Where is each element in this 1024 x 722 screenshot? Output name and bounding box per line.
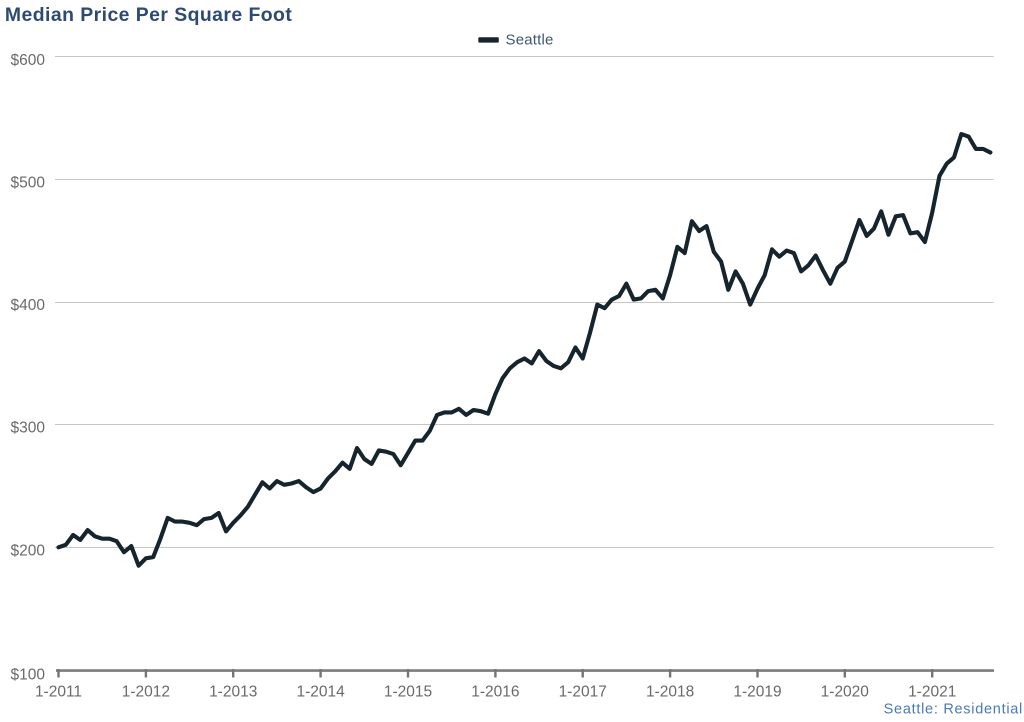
svg-text:1-2018: 1-2018	[646, 684, 694, 701]
svg-text:Seattle: Seattle	[506, 32, 554, 49]
svg-text:1-2011: 1-2011	[35, 684, 82, 701]
svg-text:$100: $100	[11, 666, 46, 683]
svg-text:$500: $500	[11, 175, 46, 192]
svg-text:1-2014: 1-2014	[296, 684, 345, 701]
svg-text:$600: $600	[11, 52, 46, 69]
svg-text:1-2019: 1-2019	[733, 684, 781, 701]
svg-text:$400: $400	[11, 297, 46, 314]
svg-text:$300: $300	[11, 420, 46, 437]
svg-text:1-2020: 1-2020	[821, 684, 870, 701]
svg-text:1-2017: 1-2017	[559, 684, 607, 701]
svg-text:$200: $200	[11, 542, 46, 559]
svg-text:1-2012: 1-2012	[122, 684, 170, 701]
svg-text:1-2016: 1-2016	[471, 684, 519, 701]
svg-text:1-2013: 1-2013	[209, 684, 257, 701]
svg-text:1-2015: 1-2015	[384, 684, 432, 701]
svg-text:Median Price Per Square Foot: Median Price Per Square Foot	[5, 4, 292, 26]
svg-text:1-2021: 1-2021	[908, 684, 956, 701]
svg-text:Seattle: Residential: Seattle: Residential	[884, 701, 1023, 717]
